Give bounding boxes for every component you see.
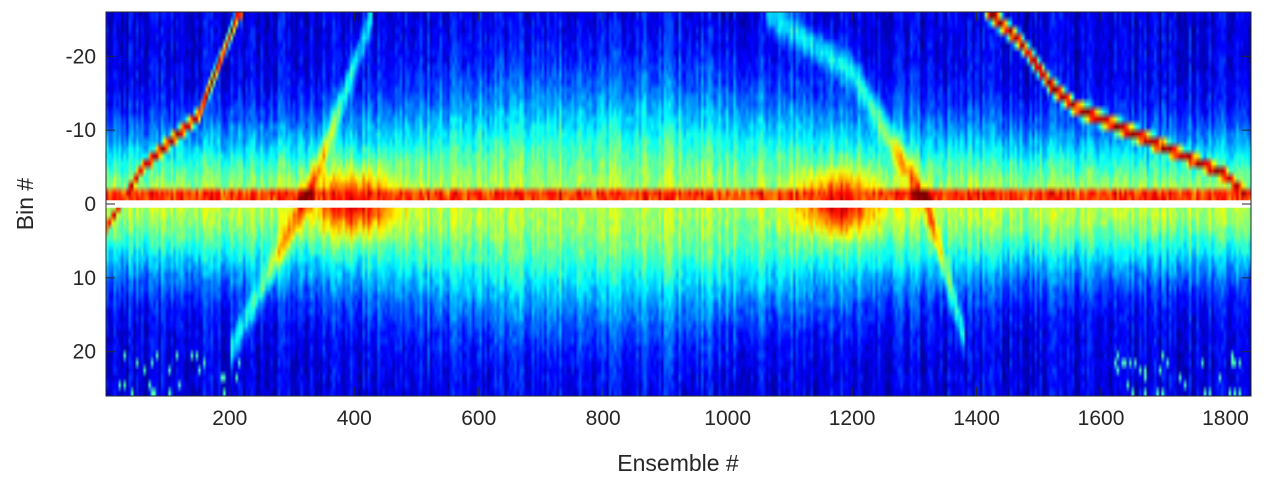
y-tick-label: -10 <box>66 119 96 142</box>
y-tick-label: -20 <box>66 45 96 68</box>
x-tick-label: 1800 <box>1202 407 1249 430</box>
x-tick-label: 1600 <box>1078 407 1125 430</box>
y-tick-label: 20 <box>73 341 96 364</box>
y-axis-label: Bin # <box>12 178 38 231</box>
x-tick-label: 200 <box>212 407 247 430</box>
x-tick-label: 400 <box>337 407 372 430</box>
x-axis-label: Ensemble # <box>617 450 739 476</box>
x-tick-label: 600 <box>461 407 496 430</box>
blank-bin-stripe <box>106 200 1251 208</box>
x-tick-label: 1000 <box>704 407 751 430</box>
x-axis: 200 400 600 800 1000 1200 1400 1600 1800 <box>212 12 1249 430</box>
y-axis: -20 -10 0 10 20 <box>66 45 1251 364</box>
x-tick-label: 800 <box>586 407 621 430</box>
x-tick-label: 1400 <box>953 407 1000 430</box>
x-tick-label: 1200 <box>829 407 876 430</box>
y-tick-label: 0 <box>84 193 96 216</box>
plot-frame <box>105 11 1252 397</box>
y-tick-label: 10 <box>73 267 96 290</box>
